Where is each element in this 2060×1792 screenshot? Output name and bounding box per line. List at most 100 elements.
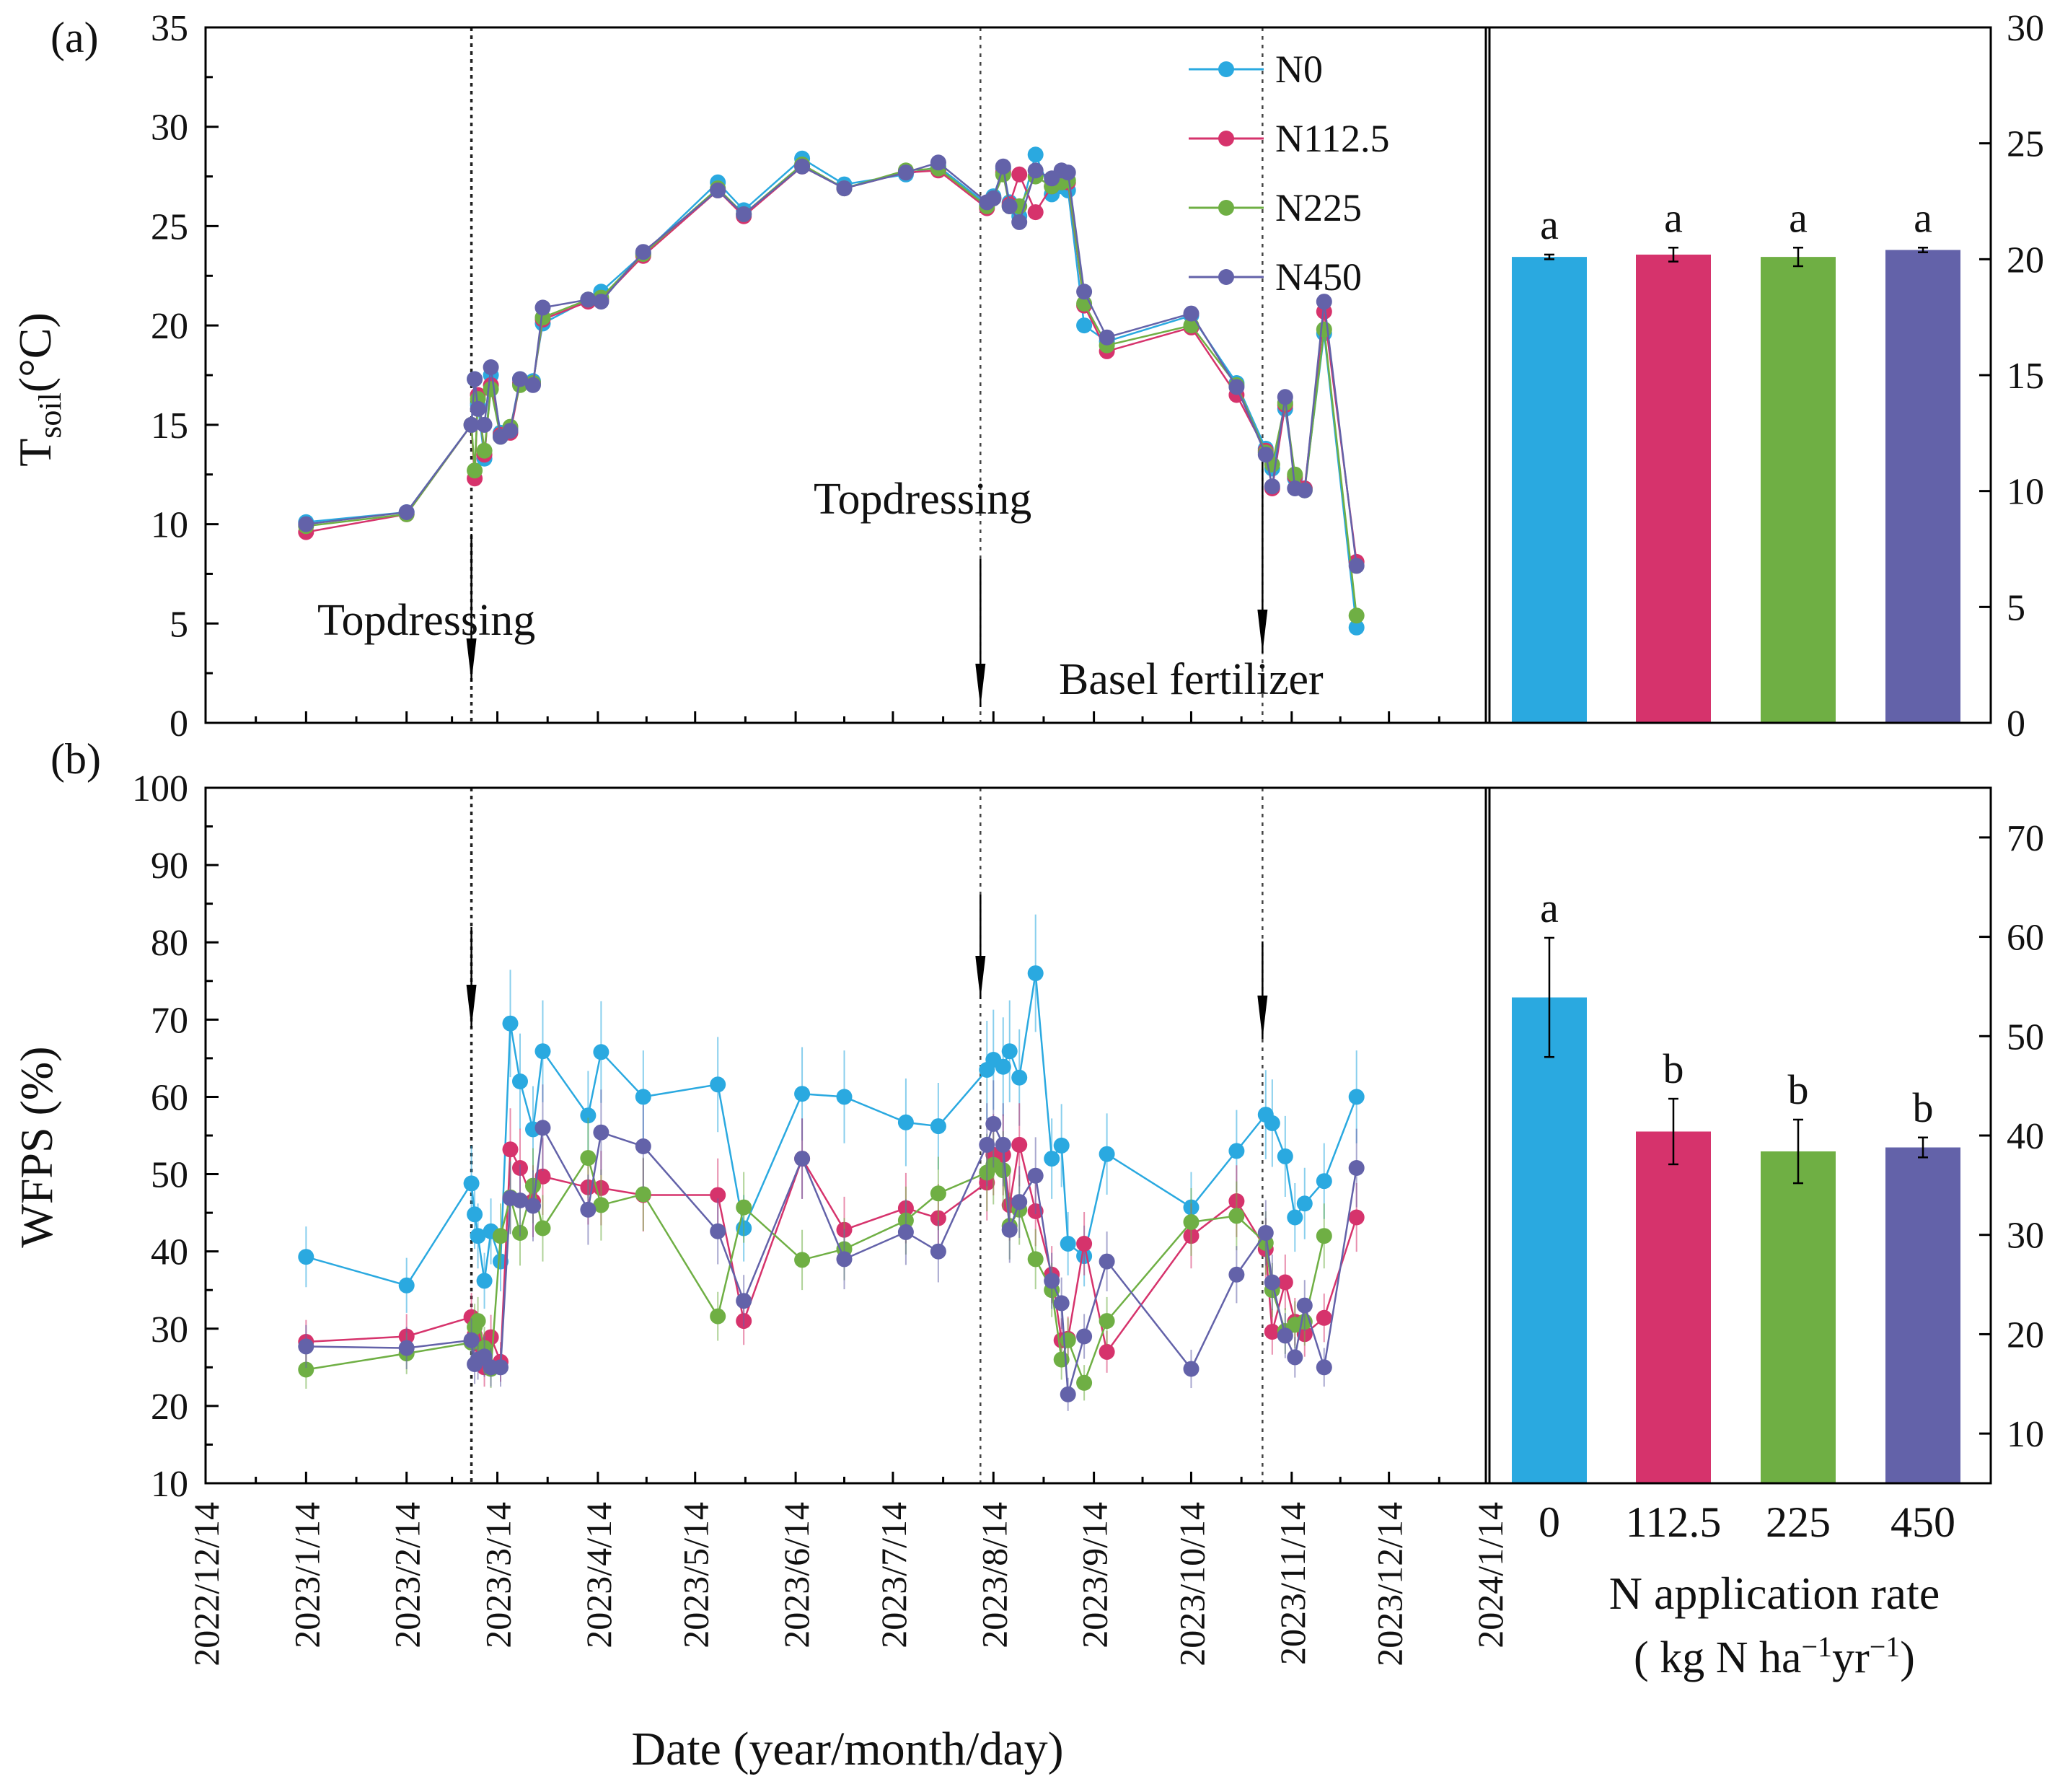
panel-b-ytick-label-8: 90 bbox=[151, 846, 188, 887]
panel-b-bar-ytick-label-0: 10 bbox=[2007, 1414, 2044, 1455]
panel-b-point-n0-18 bbox=[836, 1089, 853, 1105]
panel-b-point-n450-15 bbox=[710, 1223, 726, 1239]
panel-b-series-n225 bbox=[298, 1117, 1332, 1401]
panel-b-timeseries: (b) WFPS (%) 10 20 30 40 50 60 70 80 90 100 2022/… bbox=[11, 735, 1510, 1775]
panel-b-point-n450-2 bbox=[463, 1332, 480, 1348]
panel-a-point-n0-30 bbox=[1076, 317, 1093, 334]
panel-a-point-n0-26 bbox=[1027, 146, 1044, 163]
panel-a-bar-sig-letter-0: a bbox=[1540, 201, 1559, 248]
panel-b-point-n450-1 bbox=[398, 1340, 415, 1356]
panel-b-point-n0-4 bbox=[470, 1228, 486, 1244]
panel-b-bar-ytick-label-5: 60 bbox=[2007, 918, 2044, 959]
panel-a-point-n225-6 bbox=[483, 381, 499, 398]
panel-a-line-n0 bbox=[306, 151, 1357, 628]
panel-b-point-n450-7 bbox=[493, 1359, 509, 1376]
panel-b-bar-ytick-label-3: 40 bbox=[2007, 1116, 2044, 1157]
panel-a-ytick-label-6: 30 bbox=[151, 107, 188, 149]
panel-a-point-n450-38 bbox=[1296, 482, 1313, 498]
panel-a-bars: 0 5 10 15 20 25 30 a a a a bbox=[1484, 8, 2044, 745]
panel-a-point-n225-5 bbox=[476, 442, 493, 459]
panel-a-point-n450-9 bbox=[512, 371, 528, 387]
panel-b-point-n112.5-35 bbox=[1264, 1324, 1280, 1340]
panel-a-series-n450 bbox=[298, 154, 1365, 574]
panel-b-line-n450 bbox=[306, 1121, 1357, 1395]
panel-a-point-n450-30 bbox=[1076, 284, 1093, 300]
panel-a-bar-bar-1 bbox=[1636, 254, 1711, 723]
panel-a-series-n0 bbox=[298, 146, 1365, 636]
panel-b-point-n112.5-39 bbox=[1316, 1309, 1332, 1326]
panel-a-series-n225 bbox=[298, 157, 1365, 624]
panel-a-point-n450-35 bbox=[1264, 478, 1280, 495]
annotation-basel-fertilizer: Basel fertilizer bbox=[1059, 655, 1324, 704]
legend-label-n225: N225 bbox=[1275, 186, 1362, 229]
panel-b-xtick-label-1: 2023/1/14 bbox=[286, 1502, 327, 1648]
panel-b-point-n112.5-8 bbox=[502, 1141, 519, 1158]
panel-a-line-n225 bbox=[306, 163, 1357, 616]
panel-a-event-lines bbox=[470, 27, 1264, 723]
panel-b-event-arrow-head-0 bbox=[466, 985, 477, 1028]
panel-b-point-n0-15 bbox=[710, 1076, 726, 1093]
panel-b-series-n450 bbox=[298, 1080, 1365, 1411]
panel-a-point-n450-12 bbox=[580, 291, 597, 308]
legend-item-n112.5: N112.5 bbox=[1189, 117, 1390, 160]
panel-b-point-n225-17 bbox=[794, 1252, 811, 1268]
panel-b-point-n112.5-40 bbox=[1348, 1209, 1365, 1226]
panel-b-line-n0 bbox=[305, 972, 1357, 1287]
panel-b-point-n0-35 bbox=[1264, 1115, 1280, 1131]
panel-b-xtick-label-9: 2023/9/14 bbox=[1075, 1502, 1115, 1648]
panel-b-ytick-label-5: 60 bbox=[151, 1077, 188, 1118]
panel-b-bar-ytick-label-1: 20 bbox=[2007, 1314, 2044, 1356]
panel-b-bar-bar-1 bbox=[1636, 1131, 1711, 1483]
panel-a-point-n450-16 bbox=[736, 206, 752, 222]
panel-b-point-n450-37 bbox=[1287, 1349, 1303, 1366]
panel-b-bar-sig-letter-0: a bbox=[1540, 884, 1559, 931]
panel-b-point-n0-5 bbox=[476, 1273, 493, 1289]
panel-a-point-n450-36 bbox=[1277, 389, 1293, 405]
panel-b-bar-xlabel-line2: ( kg N ha−1yr−1) bbox=[1634, 1630, 1915, 1682]
panel-b-point-n450-11 bbox=[534, 1120, 551, 1136]
panel-b-point-n450-33 bbox=[1228, 1266, 1245, 1283]
panel-b-xtick-label-7: 2023/7/14 bbox=[873, 1502, 914, 1648]
panel-b-point-n450-30 bbox=[1076, 1328, 1093, 1345]
panel-b-bar-marks: a b b b bbox=[1512, 884, 1960, 1483]
panel-b-xtick-label-13: 2024/1/14 bbox=[1470, 1502, 1510, 1648]
panel-b-point-n225-7 bbox=[493, 1228, 509, 1244]
panel-b-xtick-label-12: 2023/12/14 bbox=[1370, 1502, 1410, 1666]
legend-label-n112.5: N112.5 bbox=[1275, 117, 1390, 160]
panel-a-point-n450-25 bbox=[1011, 214, 1028, 230]
panel-a-frame bbox=[204, 26, 1491, 724]
panel-b-xtick-label-6: 2023/6/14 bbox=[776, 1502, 816, 1648]
panel-a-point-n450-6 bbox=[483, 359, 499, 375]
panel-a-event-arrow-head-2 bbox=[1257, 610, 1268, 653]
panel-b-point-n0-3 bbox=[467, 1206, 483, 1223]
panel-a-event-arrows bbox=[466, 462, 1268, 707]
legend-item-n0: N0 bbox=[1189, 48, 1323, 91]
panel-b-point-n450-24 bbox=[1001, 1221, 1018, 1238]
panel-b-point-n450-14 bbox=[635, 1138, 651, 1154]
panel-a-bar-bar-3 bbox=[1885, 250, 1960, 724]
panel-b-point-n225-29 bbox=[1060, 1332, 1076, 1348]
panel-a-bar-bar-2 bbox=[1761, 257, 1836, 723]
panel-b-point-n450-36 bbox=[1277, 1327, 1293, 1344]
panel-a-bar-sig-letter-3: a bbox=[1914, 194, 1932, 241]
panel-b-point-n0-26 bbox=[1027, 965, 1044, 982]
panel-b-point-n225-16 bbox=[736, 1199, 752, 1216]
panel-b-point-n225-30 bbox=[1076, 1374, 1093, 1391]
panel-b-point-n225-20 bbox=[930, 1185, 946, 1202]
panel-b-point-n450-26 bbox=[1027, 1167, 1044, 1184]
panel-b-event-arrows bbox=[466, 895, 1268, 1039]
panel-b-point-n450-29 bbox=[1060, 1386, 1076, 1402]
panel-b-point-n450-27 bbox=[1044, 1273, 1060, 1289]
panel-a-ytick-label-5: 25 bbox=[151, 206, 188, 247]
panel-b-point-n225-12 bbox=[580, 1150, 597, 1167]
panel-a-bar-frame bbox=[1484, 26, 1992, 724]
panel-b-frame bbox=[204, 786, 1491, 1485]
panel-a-series bbox=[298, 146, 1365, 636]
panel-b-line-n112.5 bbox=[306, 1144, 1357, 1368]
panel-b-bar-xtick-label-1: 112.5 bbox=[1626, 1498, 1722, 1546]
panel-a-point-n450-4 bbox=[470, 400, 486, 417]
panel-b-point-n0-24 bbox=[1001, 1043, 1018, 1060]
panel-a-point-n225-39 bbox=[1316, 321, 1332, 338]
